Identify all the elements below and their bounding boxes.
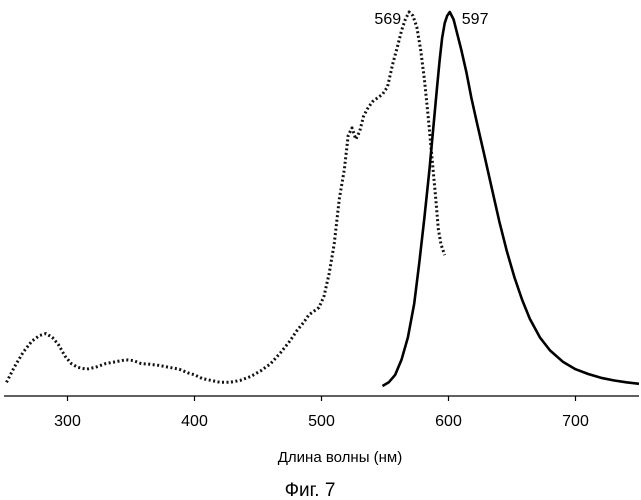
x-tick-label: 400	[181, 413, 208, 430]
peak-label-layer: 569 597	[374, 11, 488, 28]
peak-label: 569	[374, 11, 401, 28]
x-tick-label: 700	[562, 413, 589, 430]
x-tick-label: 500	[308, 413, 335, 430]
peak-label: 597	[462, 11, 489, 28]
series-line-solid	[383, 12, 640, 386]
x-tick-label: 600	[435, 413, 462, 430]
x-axis-title: Длина волны (нм)	[278, 449, 402, 466]
tick-layer: 300 400 500 600 700	[54, 396, 589, 430]
figure-caption: Фиг. 7	[285, 480, 336, 500]
series-line-dotted	[7, 12, 445, 382]
x-tick-label: 300	[54, 413, 81, 430]
series-layer	[7, 12, 640, 386]
